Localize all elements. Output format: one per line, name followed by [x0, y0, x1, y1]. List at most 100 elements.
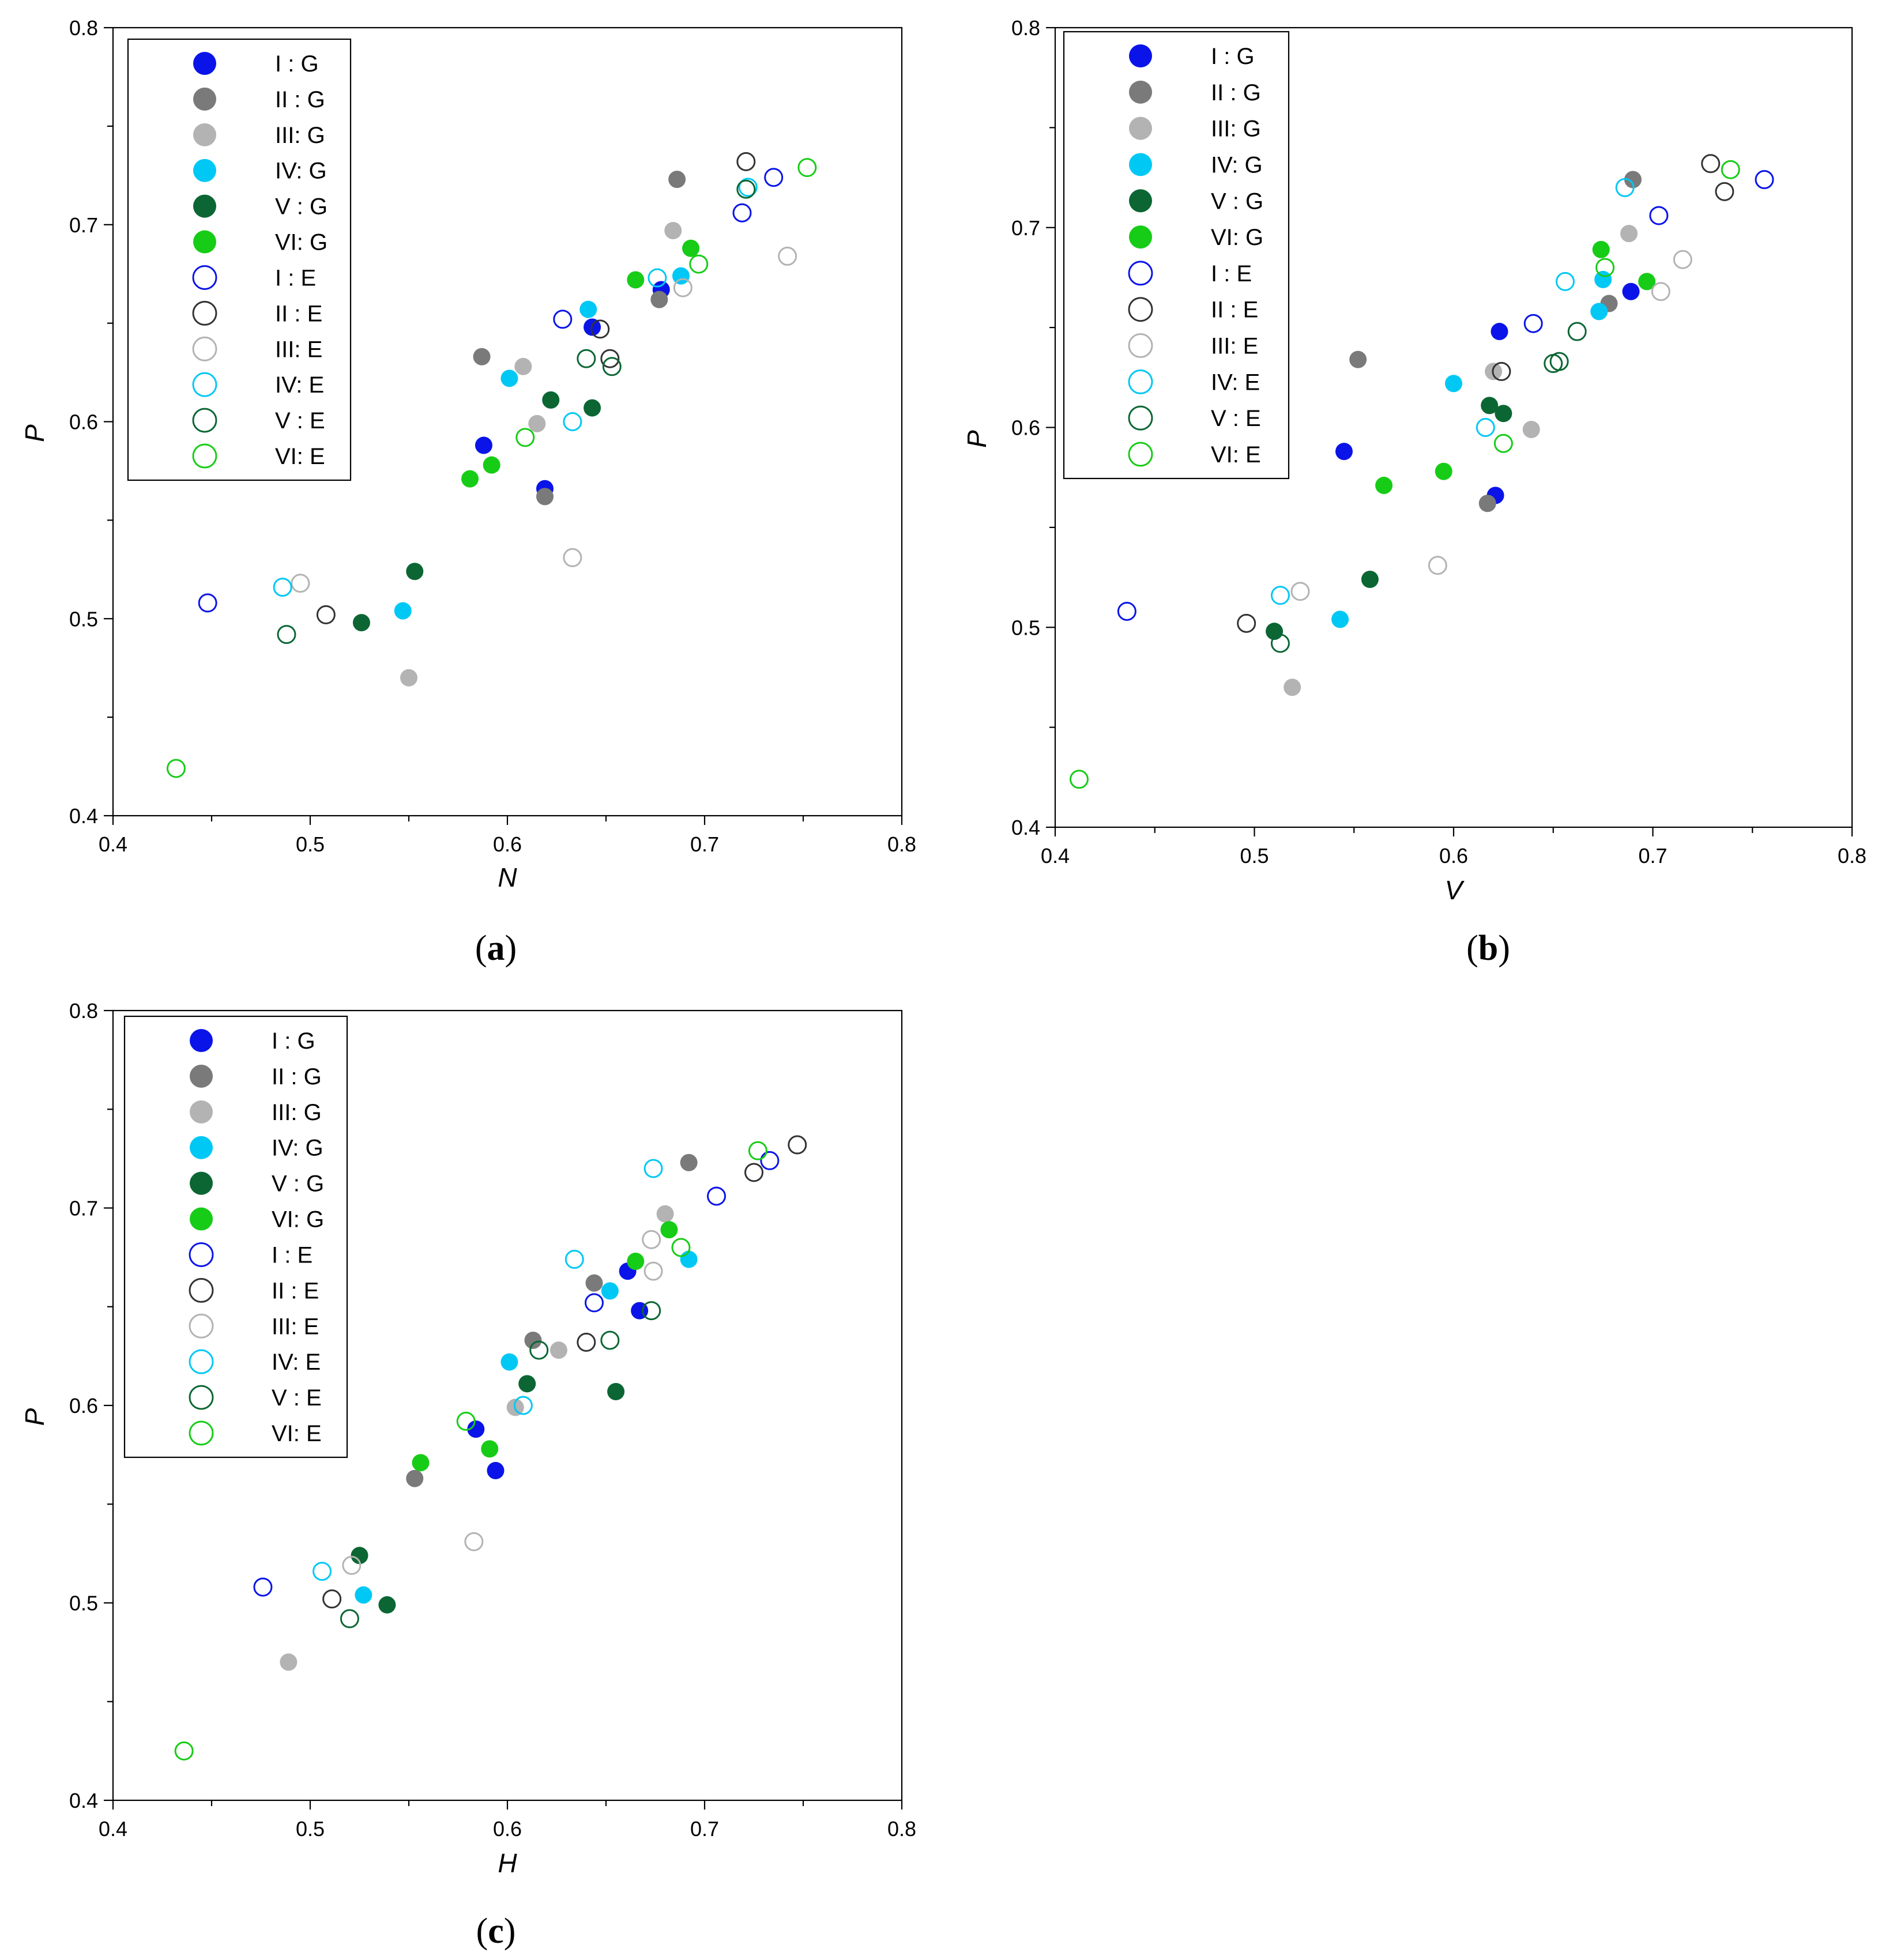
data-point: [456, 1411, 476, 1431]
legend-label: I : G: [272, 1028, 315, 1054]
legend-label: VI: G: [275, 230, 328, 255]
data-point: [500, 1353, 518, 1371]
series-ie: [198, 168, 784, 613]
series-vie: [174, 1141, 767, 1761]
data-point: [642, 1301, 661, 1321]
data-point: [577, 1332, 596, 1352]
data-point: [1651, 282, 1670, 301]
data-point: [664, 222, 682, 240]
data-point: [736, 152, 756, 171]
data-point: [1649, 206, 1669, 225]
data-point: [1590, 303, 1608, 321]
data-point: [550, 1341, 567, 1359]
series-ive: [1270, 178, 1635, 605]
legend-label: V : G: [1211, 189, 1263, 214]
data-point: [585, 1274, 603, 1292]
legend-marker: [1128, 261, 1153, 286]
y-tick-label: 0.4: [1011, 816, 1040, 839]
data-point: [1495, 405, 1512, 423]
legend-marker: [190, 1136, 213, 1159]
data-point: [1567, 322, 1587, 341]
legend-label: V : G: [275, 194, 328, 220]
series-ve: [340, 1301, 661, 1629]
legend-marker: [193, 230, 216, 254]
data-point: [1721, 160, 1740, 179]
data-point: [412, 1454, 430, 1472]
data-point: [642, 1230, 661, 1249]
legend-label: I : E: [275, 265, 316, 291]
data-point: [671, 1238, 691, 1257]
data-point: [689, 254, 709, 274]
legend-label: III: G: [272, 1100, 322, 1125]
y-tick-label: 0.5: [69, 607, 98, 631]
panel-label: (a): [475, 929, 517, 968]
data-point: [1624, 171, 1642, 189]
legend-label: IV: G: [272, 1136, 323, 1161]
series-ive: [273, 178, 758, 597]
data-point: [1290, 582, 1310, 601]
series-iiig: [1284, 225, 1638, 696]
series-iiie: [291, 246, 797, 593]
series-iiig: [280, 1205, 674, 1671]
series-iie: [322, 1135, 807, 1609]
data-point: [738, 178, 758, 197]
panel-label-paren: (: [1466, 929, 1478, 968]
y-tick-label: 0.7: [69, 213, 98, 237]
data-point: [1622, 282, 1640, 300]
legend-marker: [192, 443, 217, 469]
legend-marker: [192, 265, 217, 290]
data-point: [1592, 240, 1610, 258]
data-point: [1715, 182, 1734, 201]
legend-label: III: G: [275, 123, 325, 148]
legend-marker: [189, 1313, 214, 1339]
data-point: [483, 456, 500, 474]
series-ie: [1117, 170, 1774, 621]
data-point: [797, 158, 817, 178]
data-point: [536, 488, 554, 506]
data-point: [514, 357, 532, 375]
legend-label: II : E: [272, 1278, 319, 1303]
y-tick-label: 0.7: [69, 1197, 98, 1220]
data-point: [764, 168, 784, 187]
data-point: [563, 412, 582, 431]
x-tick-label: 0.5: [296, 1817, 325, 1841]
x-tick-label: 0.5: [296, 832, 325, 856]
data-point: [660, 1221, 678, 1239]
legend-label: VI: G: [272, 1207, 324, 1232]
legend-label: I : E: [272, 1242, 313, 1268]
data-point: [513, 1396, 533, 1415]
data-point: [601, 1282, 619, 1300]
legend-marker: [190, 1207, 213, 1231]
legend-marker: [192, 372, 217, 397]
series-vie: [166, 158, 817, 778]
data-point: [515, 428, 535, 447]
series-ig: [475, 281, 670, 497]
data-point: [528, 414, 546, 432]
series-ve: [277, 179, 756, 644]
data-point: [355, 1586, 372, 1604]
chart-panel-c: 0.4 0.5 0.6 0.7 0.8 0.4 0.5 0.6 0.7 0.8 H P (c) I : G…: [20, 999, 916, 1951]
legend-label: II : G: [275, 87, 325, 112]
legend-label: VI: E: [1211, 442, 1261, 468]
panel-label: (c): [476, 1912, 516, 1951]
data-point: [1481, 397, 1499, 414]
data-point: [1478, 495, 1496, 512]
y-tick-label: 0.6: [69, 410, 98, 434]
data-point: [607, 1383, 625, 1401]
data-point: [680, 1154, 698, 1171]
legend: I : G II : G III: G IV: G V : G VI: G I : E II …: [127, 38, 352, 481]
data-point: [1522, 420, 1540, 438]
data-point: [1673, 250, 1692, 269]
data-point: [542, 391, 560, 409]
legend-marker: [1129, 116, 1152, 140]
series-iiig: [400, 222, 682, 687]
legend-label: III: G: [1211, 116, 1261, 142]
y-axis-label: P: [962, 430, 992, 448]
panel-label-paren: (: [475, 929, 487, 968]
data-point: [1284, 679, 1301, 696]
data-point: [1117, 602, 1136, 621]
data-point: [600, 1330, 620, 1350]
y-tick-label: 0.8: [69, 999, 98, 1023]
legend-label: III: E: [272, 1314, 319, 1339]
y-tick-label: 0.5: [69, 1592, 98, 1615]
